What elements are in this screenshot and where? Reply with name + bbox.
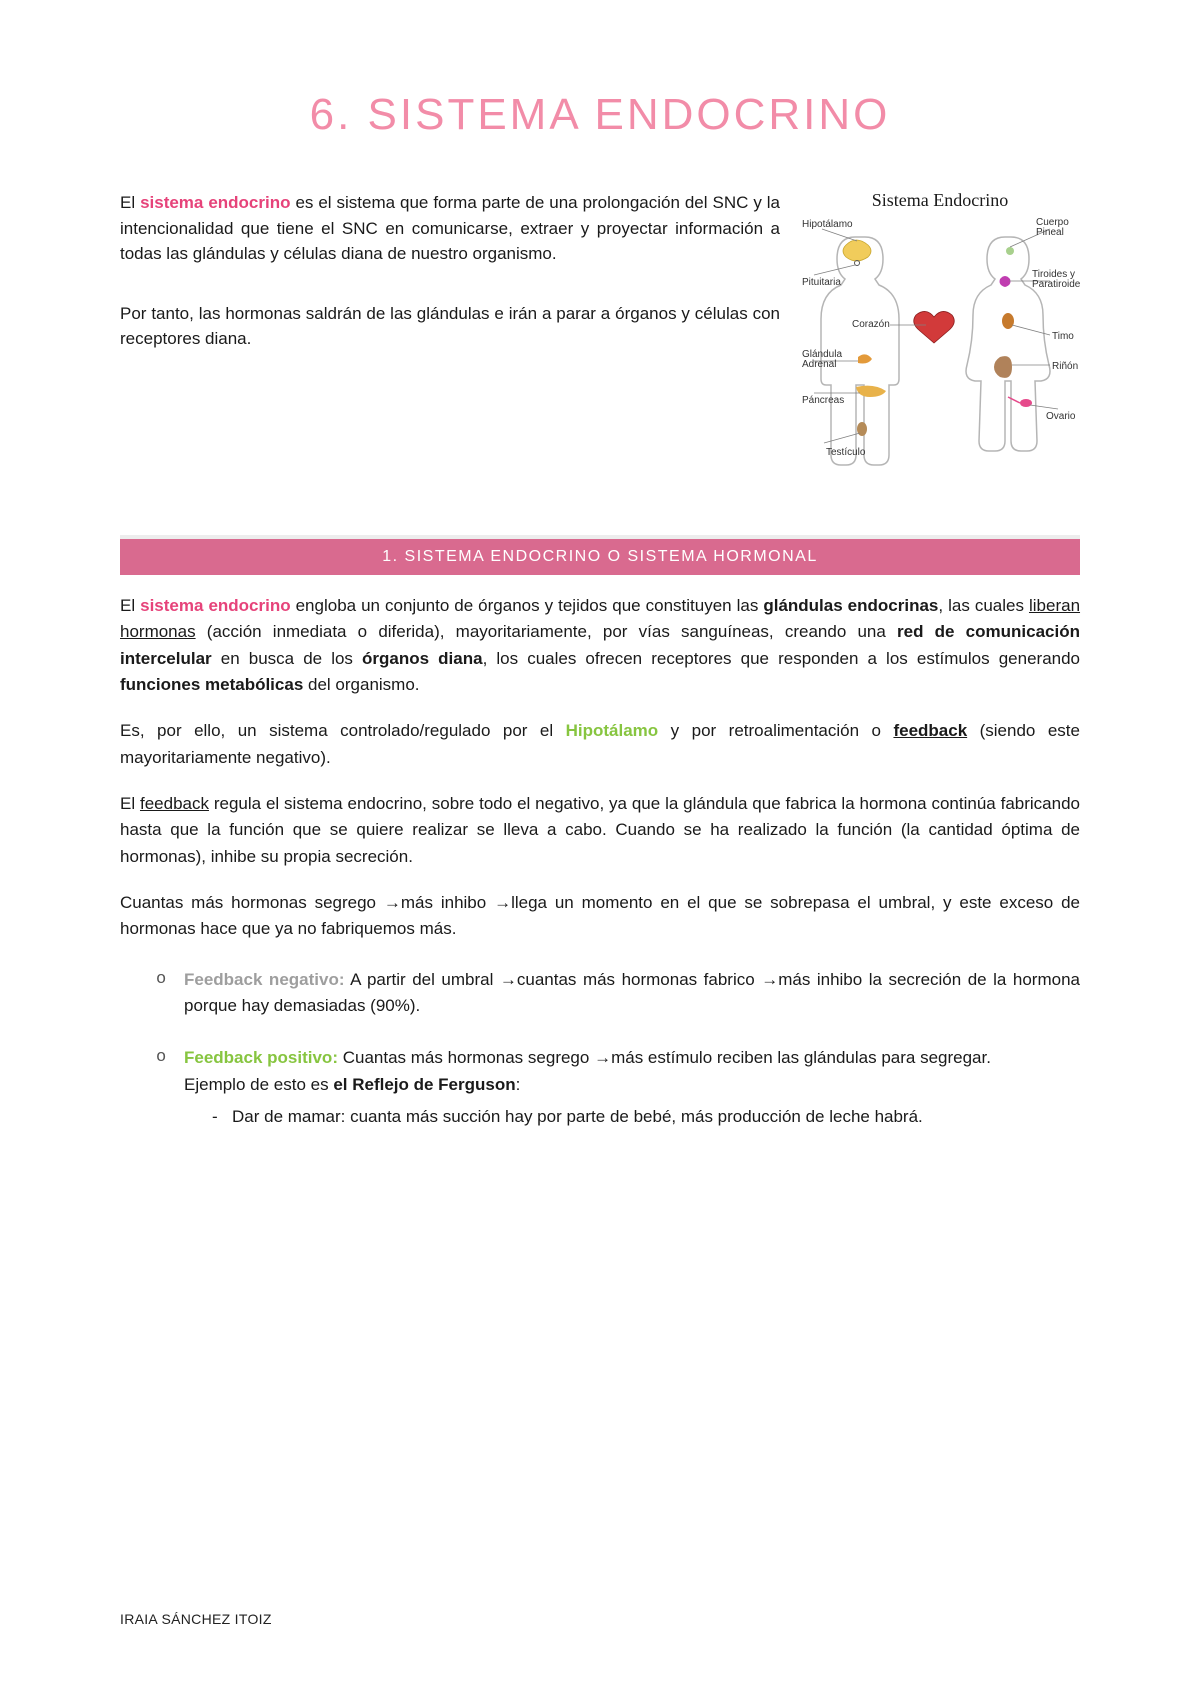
section-p1: El sistema endocrino engloba un conjunto… [120, 593, 1080, 698]
label-ovario: Ovario [1046, 411, 1076, 422]
label-tiroides: Tiroides yParatiroides [1032, 269, 1080, 290]
t: más estímulo reciben las glándulas para … [611, 1048, 991, 1067]
label-timo: Timo [1052, 331, 1074, 342]
intro-text: El sistema endocrino es el sistema que f… [120, 190, 780, 386]
page-title: 6. SISTEMA ENDOCRINO [120, 90, 1080, 140]
label-hipotalamo: Hipotálamo [802, 219, 853, 230]
label-pineal: CuerpoPineal [1036, 217, 1069, 238]
brain-icon [843, 240, 871, 261]
t: más inhibo [401, 893, 486, 912]
heart-icon [914, 311, 955, 343]
kidney-icon [994, 356, 1012, 378]
feedback-list: Feedback negativo: A partir del umbral cu… [120, 967, 1080, 1131]
bold-reflejo: el Reflejo de Ferguson [333, 1075, 515, 1094]
t: regula el sistema endocrino, sobre todo … [120, 794, 1080, 866]
section-body: El sistema endocrino engloba un conjunto… [120, 593, 1080, 1131]
t: en busca de los [212, 649, 362, 668]
label-pancreas: Páncreas [802, 395, 844, 406]
term-sistema-endocrino-2: sistema endocrino [140, 596, 290, 615]
section-banner: 1. SISTEMA ENDOCRINO O SISTEMA HORMONAL [120, 535, 1080, 575]
thyroid-icon [1000, 276, 1011, 287]
label-corazon: Corazón [852, 319, 890, 330]
section-p4: Cuantas más hormonas segregomás inhiboll… [120, 890, 1080, 943]
underline-feedback: feedback [893, 721, 967, 740]
diagram-title: Sistema Endocrino [800, 190, 1080, 211]
t: A partir del umbral [345, 970, 494, 989]
t: : [516, 1075, 521, 1094]
t: Cuantas más hormonas segrego [338, 1048, 589, 1067]
t: Ejemplo de esto es [184, 1075, 333, 1094]
diagram-svg: Hipotálamo CuerpoPineal Pituitaria Tiroi… [800, 217, 1080, 517]
organs [843, 240, 1032, 436]
term-hipotalamo: Hipotálamo [566, 721, 659, 740]
testicle-icon [857, 422, 867, 436]
thymus-icon [1002, 313, 1014, 329]
ferguson-list: Dar de mamar: cuanta más succión hay por… [184, 1104, 1080, 1130]
arrow-icon [493, 970, 517, 989]
t: , las cuales [938, 596, 1029, 615]
ovary-icon [1020, 399, 1032, 407]
fb-pos-label: Feedback positivo: [184, 1048, 338, 1067]
t: y por retroalimentación o [658, 721, 893, 740]
t: El [120, 794, 140, 813]
underline-feedback-2: feedback [140, 794, 209, 813]
t: cuantas más hormonas fabrico [517, 970, 755, 989]
label-rinon: Riñón [1052, 361, 1078, 372]
arrow-icon [755, 970, 779, 989]
section-p2: Es, por ello, un sistema controlado/regu… [120, 718, 1080, 771]
label-adrenal: GlándulaAdrenal [802, 349, 842, 370]
t: El [120, 596, 140, 615]
feedback-positivo-item: Feedback positivo: Cuantas más hormonas … [156, 1045, 1080, 1130]
bold-funciones: funciones metabólicas [120, 675, 303, 694]
arrow-icon [589, 1048, 611, 1067]
text: El [120, 193, 140, 212]
label-pituitaria: Pituitaria [802, 277, 841, 288]
intro-p2: Por tanto, las hormonas saldrán de las g… [120, 301, 780, 352]
arrow-icon [376, 893, 401, 912]
adrenal-icon [858, 354, 872, 363]
section-p3: El feedback regula el sistema endocrino,… [120, 791, 1080, 870]
intro-row: El sistema endocrino es el sistema que f… [120, 190, 1080, 517]
t: engloba un conjunto de órganos y tejidos… [291, 596, 764, 615]
endocrine-diagram: Sistema Endocrino [800, 190, 1080, 517]
term-sistema-endocrino: sistema endocrino [140, 193, 290, 212]
t: Cuantas más hormonas segrego [120, 893, 376, 912]
pancreas-icon [856, 386, 886, 397]
t: del organismo. [303, 675, 419, 694]
feedback-negativo-item: Feedback negativo: A partir del umbral cu… [156, 967, 1080, 1020]
bold-organos: órganos diana [362, 649, 483, 668]
t: (acción inmediata o diferida), mayoritar… [196, 622, 897, 641]
arrow-icon [486, 893, 511, 912]
fb-neg-label: Feedback negativo: [184, 970, 345, 989]
bold-glandulas: glándulas endocrinas [763, 596, 938, 615]
t: , los cuales ofrecen receptores que resp… [483, 649, 1080, 668]
label-testiculo: Testículo [826, 447, 866, 458]
page-footer-author: IRAIA SÁNCHEZ ITOIZ [120, 1611, 272, 1627]
intro-p1: El sistema endocrino es el sistema que f… [120, 190, 780, 267]
pineal-icon [1006, 247, 1014, 255]
ferguson-item: Dar de mamar: cuanta más succión hay por… [212, 1104, 1080, 1130]
t: Es, por ello, un sistema controlado/regu… [120, 721, 566, 740]
